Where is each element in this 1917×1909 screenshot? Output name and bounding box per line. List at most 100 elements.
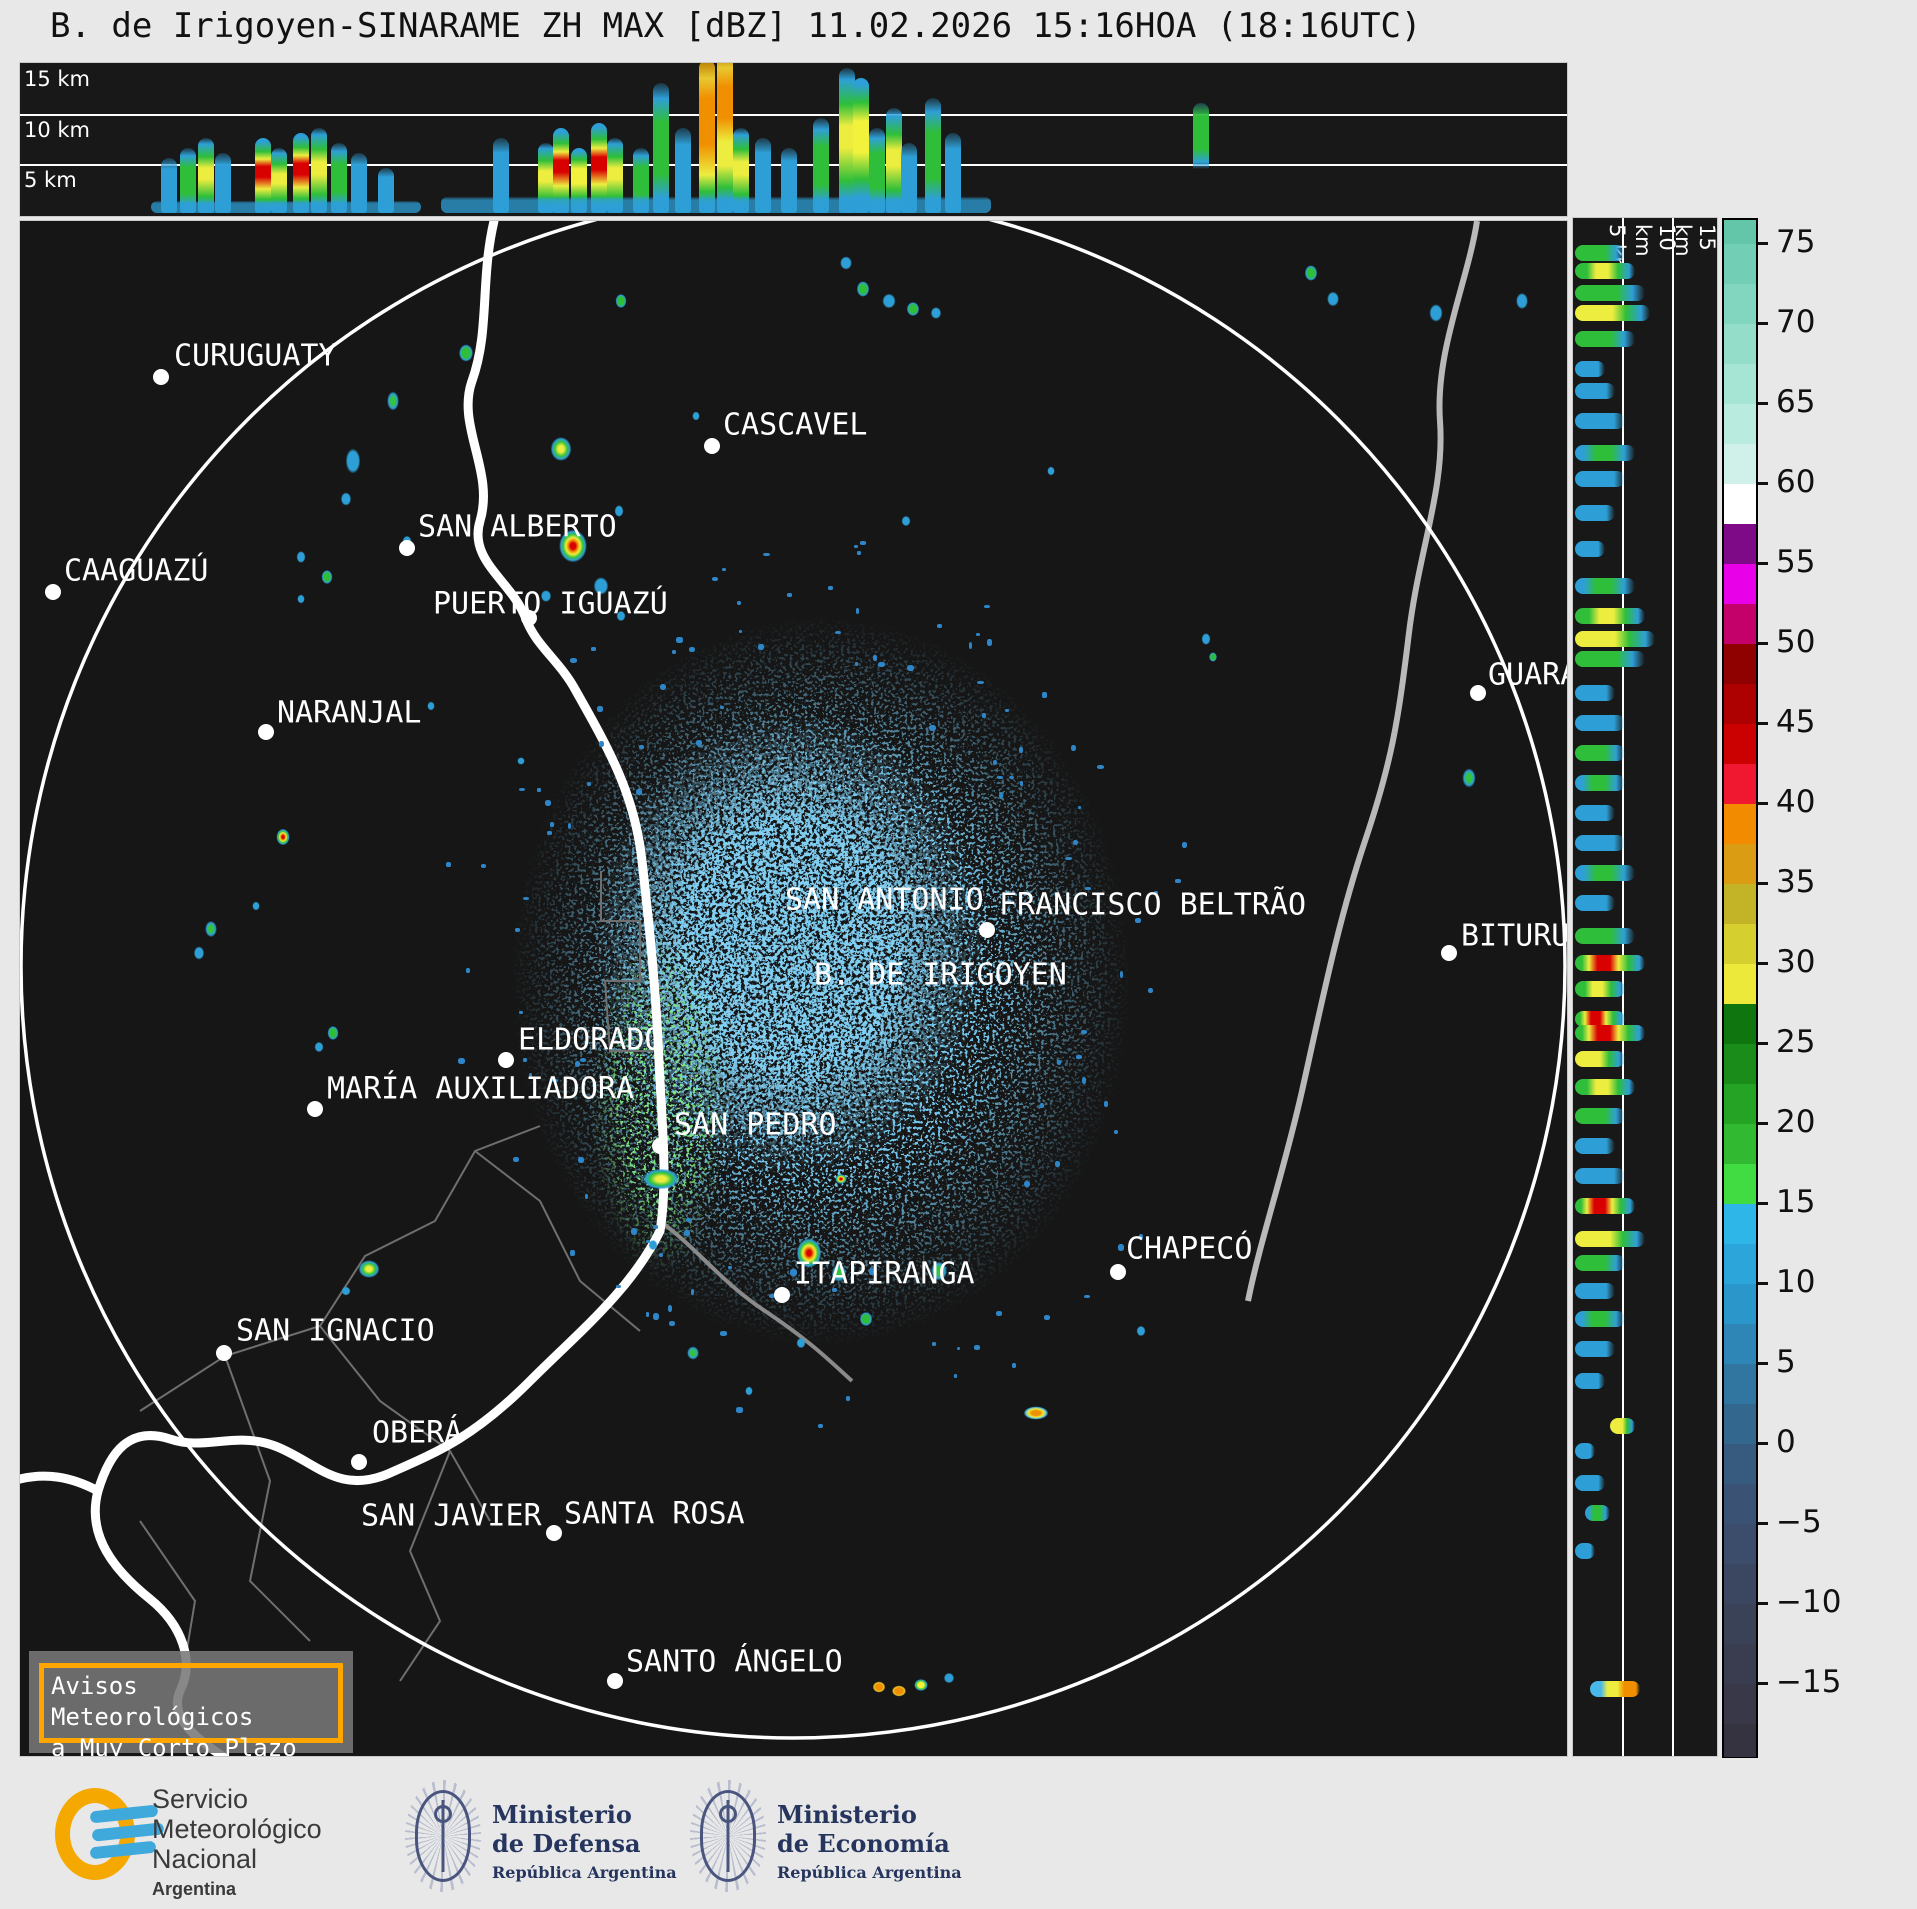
- speckle-dot: [631, 1228, 638, 1235]
- smn-country: Argentina: [152, 1874, 322, 1904]
- colorbar-segment: [1724, 1284, 1756, 1325]
- speckle-dot: [846, 1396, 850, 1401]
- city-dot: [216, 1345, 232, 1361]
- storm-cell: [858, 1310, 874, 1328]
- echo-column: [925, 98, 941, 213]
- echo-row: [1575, 805, 1615, 821]
- storm-cell: [457, 342, 475, 364]
- speckle-dot: [1020, 781, 1023, 785]
- echo-row: [1610, 1418, 1635, 1434]
- colorbar-tick-mark: [1758, 402, 1768, 405]
- colorbar-segment: [1724, 444, 1756, 485]
- colorbar-tick-mark: [1758, 1682, 1768, 1685]
- colorbar-segment: [1724, 1484, 1756, 1525]
- colorbar-segment: [1724, 1604, 1756, 1645]
- storm-cell: [1208, 651, 1218, 663]
- echo-row: [1575, 865, 1635, 881]
- echo-row: [1575, 361, 1605, 377]
- speckle-dot: [929, 725, 935, 731]
- colorbar-segment: [1724, 1524, 1756, 1565]
- radar-product: B. de Irigoyen-SINARAME ZH MAX [dBZ] 11.…: [0, 0, 1917, 1909]
- alt-label-10km: 10 km: [24, 118, 90, 142]
- storm-cell: [516, 756, 526, 766]
- speckle-dot: [636, 789, 642, 796]
- echo-row: [1575, 775, 1625, 791]
- speckle-dot: [857, 551, 861, 555]
- speckle-dot: [1118, 1244, 1124, 1250]
- echo-row: [1575, 1283, 1615, 1299]
- city-label: CASCAVEL: [723, 408, 868, 443]
- colorbar-tick-label: 5: [1776, 1344, 1796, 1380]
- speckle-dot: [639, 745, 645, 749]
- echo-row: [1575, 331, 1635, 347]
- colorbar-tick-mark: [1758, 1042, 1768, 1045]
- storm-cell: [929, 305, 943, 321]
- defensa-subtitle: República Argentina: [492, 1858, 677, 1887]
- colorbar-segment: [1724, 404, 1756, 445]
- city-dot: [307, 1101, 323, 1117]
- speckle-dot: [570, 658, 577, 663]
- map-geography: [20, 221, 1568, 1757]
- city-label: SAN JAVIER: [361, 1499, 542, 1534]
- speckle-dot: [1148, 988, 1153, 994]
- echo-low-band: [151, 201, 421, 213]
- city-dot: [351, 1454, 367, 1470]
- speckle-dot: [523, 897, 530, 900]
- colorbar-segment: [1724, 1724, 1756, 1757]
- storm-cell: [834, 1173, 848, 1185]
- colorbar-tick-label: 75: [1776, 224, 1815, 260]
- echo-row: [1575, 1475, 1605, 1491]
- echo-row: [1575, 651, 1645, 667]
- speckle-dot: [686, 1218, 692, 1221]
- speckle-dot: [660, 684, 667, 690]
- colorbar-tick-label: −5: [1776, 1504, 1822, 1540]
- speckle-dot: [739, 630, 742, 633]
- echo-row: [1575, 928, 1635, 944]
- colorbar-tick-label: 35: [1776, 864, 1815, 900]
- storm-cell: [426, 700, 436, 712]
- colorbar-tick-mark: [1758, 802, 1768, 805]
- echo-row: [1575, 471, 1625, 487]
- echo-row: [1575, 715, 1625, 731]
- city-label: B. DE IRIGOYEN: [814, 958, 1067, 993]
- echo-row: [1575, 631, 1655, 647]
- speckle-dot: [1019, 747, 1022, 754]
- storm-cell: [203, 918, 219, 940]
- colorbar-tick-mark: [1758, 722, 1768, 725]
- echo-row: [1575, 413, 1625, 429]
- storm-cell: [313, 1040, 325, 1054]
- storm-cell: [905, 300, 921, 318]
- speckle-dot: [1182, 842, 1187, 847]
- colorbar-tick-label: 15: [1776, 1184, 1815, 1220]
- storm-cell: [838, 254, 854, 272]
- colorbar-tick-mark: [1758, 322, 1768, 325]
- colorbar-tick-label: 65: [1776, 384, 1815, 420]
- speckle-dot: [578, 1157, 583, 1163]
- colorbar-tick-mark: [1758, 482, 1768, 485]
- speckle-dot: [1073, 840, 1079, 845]
- city-dot: [652, 1138, 668, 1154]
- colorbar-segment: [1724, 604, 1756, 645]
- city-label: OBERÁ: [372, 1416, 462, 1451]
- colorbar-tick-label: 20: [1776, 1104, 1815, 1140]
- speckle-dot: [1040, 1103, 1044, 1107]
- storm-cell: [691, 410, 701, 422]
- colorbar-tick-label: 25: [1776, 1024, 1815, 1060]
- echo-row: [1575, 1443, 1595, 1459]
- colorbar-segment: [1724, 884, 1756, 925]
- speckle-dot: [570, 1250, 575, 1256]
- speckle-dot: [712, 577, 718, 581]
- colorbar-tick-label: 50: [1776, 624, 1815, 660]
- speckle-dot: [513, 1157, 519, 1163]
- echo-row: [1575, 1025, 1645, 1041]
- echo-row: [1575, 1543, 1595, 1559]
- warning-box[interactable]: Avisos Meteorológicos a Muy Corto Plazo: [29, 1651, 353, 1753]
- colorbar-segment: [1724, 1084, 1756, 1125]
- speckle-dot: [818, 1424, 822, 1429]
- storm-cell: [890, 1684, 908, 1698]
- colorbar-segment: [1724, 1404, 1756, 1445]
- colorbar-segment: [1724, 1004, 1756, 1045]
- storm-cell: [871, 1680, 887, 1694]
- echo-row: [1575, 608, 1645, 624]
- colorbar: [1722, 218, 1758, 1758]
